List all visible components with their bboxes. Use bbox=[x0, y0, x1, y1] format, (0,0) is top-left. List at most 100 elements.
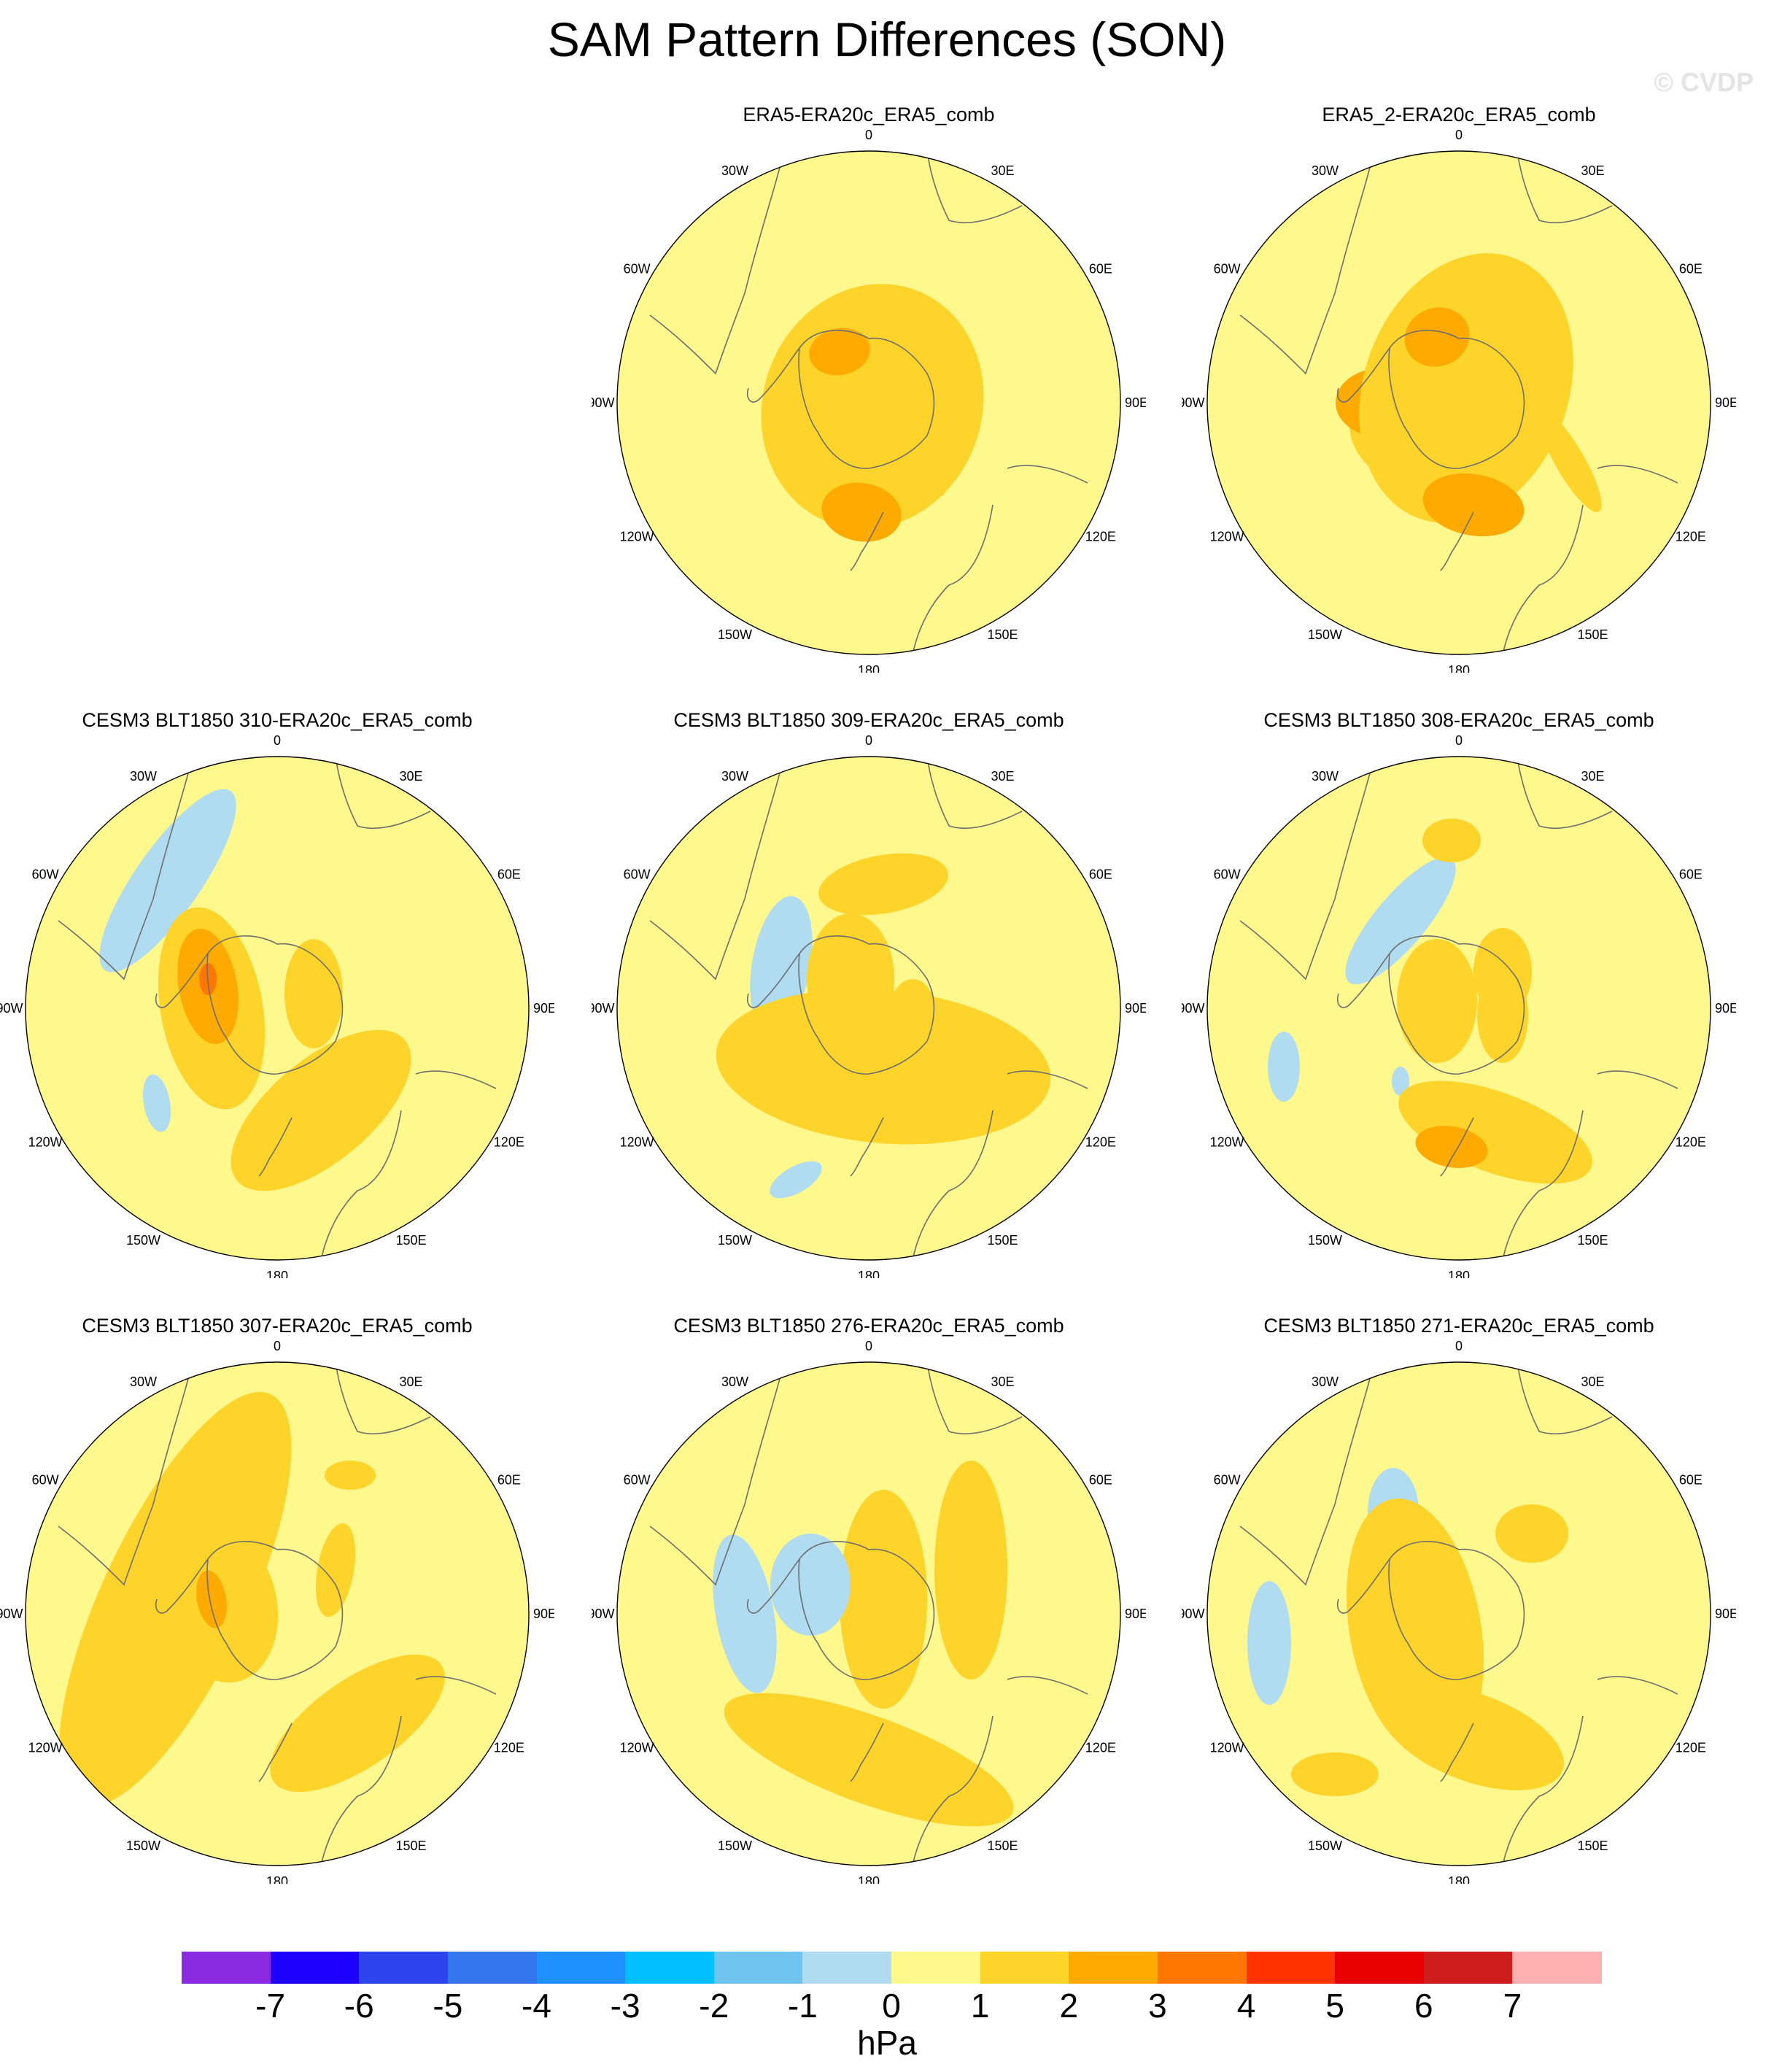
contour-region bbox=[716, 989, 1051, 1145]
contour-region bbox=[807, 913, 894, 1045]
longitude-label: 120E bbox=[1676, 530, 1706, 544]
longitude-label: 30E bbox=[1581, 769, 1604, 784]
longitude-label: 60W bbox=[624, 262, 651, 277]
longitude-label: 0 bbox=[1455, 1339, 1463, 1353]
colorbar-swatch bbox=[625, 1952, 715, 1984]
longitude-label: 120E bbox=[1085, 1741, 1116, 1755]
polar-map: 0 30E 60E 90E 120E 150E 180 150W 120W 90W 60W 30W bbox=[1182, 1339, 1736, 1884]
colorbar-swatch bbox=[713, 1952, 803, 1984]
colorbar-labels: -7 -6 -5 -4 -3 -2 -1 0 1 2 3 4 5 6 7 bbox=[182, 1986, 1601, 2027]
contour-region bbox=[1397, 939, 1477, 1063]
coastlines bbox=[649, 151, 1088, 654]
contour-region bbox=[770, 1161, 822, 1199]
panel-title: CESM3 BLT1850 309-ERA20c_ERA5_comb bbox=[673, 709, 1064, 731]
map-panel: ERA5_2-ERA20c_ERA5_comb 0 30E 60E 90E 120E 150… bbox=[1182, 104, 1736, 673]
longitude-label: 60W bbox=[1214, 867, 1241, 882]
colorbar-swatch bbox=[802, 1952, 892, 1984]
colorbar-tick-label: 6 bbox=[1414, 1987, 1433, 2025]
colorbar-tick-label: -4 bbox=[522, 1987, 551, 2025]
longitude-label: 90W bbox=[592, 1001, 615, 1016]
contour-region bbox=[770, 1534, 851, 1636]
colorbar-tick-label: -2 bbox=[699, 1987, 729, 2025]
map-panel: CESM3 BLT1850 276-ERA20c_ERA5_comb 0 30E 60… bbox=[592, 1315, 1146, 1884]
longitude-label: 90W bbox=[592, 395, 615, 410]
colorbar-swatch bbox=[1423, 1952, 1513, 1984]
colorbar-swatch bbox=[182, 1952, 271, 1984]
colorbar bbox=[182, 1952, 1602, 1984]
longitude-label: 150W bbox=[126, 1233, 160, 1248]
coastlines bbox=[58, 1362, 497, 1866]
longitude-label: 30W bbox=[1312, 1375, 1339, 1389]
longitude-label: 180 bbox=[1448, 663, 1470, 673]
longitude-label: 90E bbox=[533, 1001, 554, 1016]
longitude-label: 120E bbox=[1085, 530, 1116, 544]
longitude-label: 150W bbox=[718, 1839, 752, 1853]
longitude-label: 0 bbox=[1455, 128, 1463, 142]
longitude-label: 0 bbox=[865, 128, 872, 142]
longitude-label: 120W bbox=[620, 1135, 654, 1150]
longitude-label: 90E bbox=[1715, 395, 1736, 410]
contour-region bbox=[724, 1693, 1014, 1827]
longitude-label: 150E bbox=[987, 1839, 1018, 1853]
longitude-label: 90W bbox=[1182, 395, 1205, 410]
longitude-label: 0 bbox=[865, 733, 872, 748]
longitude-label: 120E bbox=[494, 1741, 524, 1755]
contour-region bbox=[809, 328, 870, 376]
contour-region bbox=[1392, 1067, 1409, 1096]
longitude-label: 150E bbox=[1577, 1839, 1608, 1853]
longitude-label: 60W bbox=[32, 1473, 59, 1488]
colorbar-swatch bbox=[1069, 1952, 1158, 1984]
longitude-label: 30W bbox=[721, 163, 748, 178]
longitude-label: 60E bbox=[1089, 262, 1112, 277]
longitude-label: 120E bbox=[494, 1135, 524, 1150]
colorbar-tick-label: 1 bbox=[970, 1987, 990, 2025]
contour-region bbox=[1495, 1504, 1568, 1563]
map-panel: ERA5-ERA20c_ERA5_comb 0 30E 60E 90E 120E 150E 1… bbox=[592, 104, 1146, 673]
longitude-label: 120W bbox=[28, 1135, 63, 1150]
watermark: © CVDP bbox=[1654, 67, 1754, 97]
longitude-label: 60E bbox=[497, 867, 521, 882]
longitude-label: 120E bbox=[1085, 1135, 1116, 1150]
longitude-label: 30E bbox=[399, 769, 422, 784]
colorbar-tick-label: -6 bbox=[344, 1987, 374, 2025]
polar-map: 0 30E 60E 90E 120E 150E 180 150W 120W 90W 60W 30W bbox=[592, 733, 1146, 1278]
contour-region bbox=[1268, 1032, 1300, 1102]
colorbar-swatch bbox=[447, 1952, 537, 1984]
map-panel: CESM3 BLT1850 309-ERA20c_ERA5_comb 0 30E 60… bbox=[592, 709, 1146, 1278]
longitude-label: 30W bbox=[1312, 163, 1339, 178]
longitude-label: 60E bbox=[1089, 1473, 1112, 1488]
longitude-label: 30E bbox=[991, 769, 1014, 784]
contour-region bbox=[1422, 473, 1525, 537]
contour-region bbox=[1422, 819, 1481, 862]
contour-region bbox=[1398, 1081, 1592, 1184]
panel-title: CESM3 BLT1850 307-ERA20c_ERA5_comb bbox=[82, 1315, 473, 1337]
longitude-label: 90E bbox=[1125, 1001, 1146, 1016]
longitude-label: 90W bbox=[1182, 1001, 1205, 1016]
longitude-label: 150W bbox=[1308, 1839, 1342, 1853]
colorbar-units: hPa bbox=[857, 2024, 917, 2062]
map-panel: CESM3 BLT1850 307-ERA20c_ERA5_comb 0 30E 60… bbox=[0, 1315, 554, 1884]
longitude-label: 150W bbox=[718, 1233, 752, 1248]
contour-region bbox=[270, 1654, 445, 1793]
longitude-label: 90E bbox=[1715, 1607, 1736, 1621]
longitude-label: 120W bbox=[28, 1741, 63, 1755]
longitude-label: 120W bbox=[620, 1741, 654, 1755]
contour-region bbox=[99, 789, 236, 973]
longitude-label: 90W bbox=[0, 1607, 23, 1621]
colorbar-tick-label: -7 bbox=[255, 1987, 286, 2025]
longitude-label: 120W bbox=[1210, 1741, 1244, 1755]
panel-title: CESM3 BLT1850 276-ERA20c_ERA5_comb bbox=[673, 1315, 1064, 1337]
longitude-label: 30W bbox=[721, 769, 748, 784]
polar-map: 0 30E 60E 90E 120E 150E 180 150W 120W 90W 60W 30W bbox=[0, 1339, 554, 1884]
longitude-label: 150E bbox=[395, 1233, 426, 1248]
coastlines bbox=[1239, 151, 1678, 654]
longitude-label: 90E bbox=[1715, 1001, 1736, 1016]
longitude-label: 180 bbox=[266, 1269, 288, 1278]
longitude-label: 30W bbox=[1312, 769, 1339, 784]
contour-region bbox=[325, 1461, 376, 1490]
map-panel: CESM3 BLT1850 308-ERA20c_ERA5_comb 0 30E 60… bbox=[1182, 709, 1736, 1278]
longitude-label: 60E bbox=[1679, 867, 1703, 882]
polar-map: 0 30E 60E 90E 120E 150E 180 150W 120W 90W 60W 30W bbox=[592, 128, 1146, 673]
colorbar-tick-label: -1 bbox=[787, 1987, 818, 2025]
longitude-label: 30E bbox=[1581, 1375, 1604, 1389]
